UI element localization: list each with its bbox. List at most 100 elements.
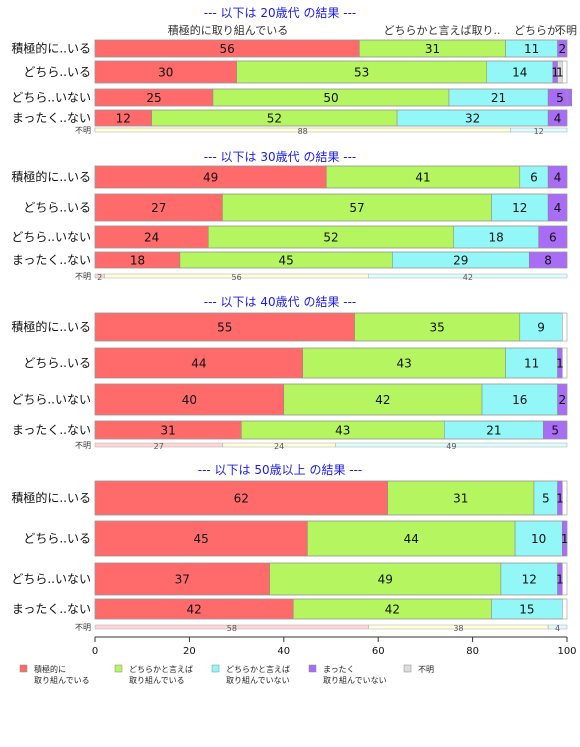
unknown-segment (547, 624, 568, 630)
bar-segment (519, 312, 563, 342)
data-label: 1 (556, 573, 564, 587)
bar-outline (94, 480, 568, 516)
category-label: どちら..いる (23, 356, 91, 370)
legend-label: 不明 (418, 665, 434, 674)
data-label: 4 (554, 201, 562, 215)
bar-outline (94, 39, 568, 58)
bar-outline (94, 383, 568, 416)
panel-title: --- 以下は 50歳以上 の結果 --- (198, 463, 363, 477)
data-label: 40 (182, 393, 197, 407)
category-label: まったく..ない (12, 602, 91, 616)
bar-outline (94, 225, 568, 249)
bar-segment (269, 562, 502, 596)
data-label: 18 (130, 254, 145, 268)
legend-label: まったく (323, 665, 355, 674)
bar-outline (94, 109, 568, 127)
legend-label: 取り組んでいない (323, 675, 387, 685)
data-label: 31 (453, 492, 468, 506)
data-label: 12 (512, 201, 527, 215)
legend-swatch (308, 664, 317, 673)
data-label: 29 (453, 254, 468, 268)
data-label: 42 (375, 393, 390, 407)
bar-segment (387, 480, 535, 516)
legend-label: どちらかと言えば (226, 664, 290, 674)
bar-segment (94, 383, 285, 416)
unknown-label: 不明 (75, 126, 91, 135)
data-label: 10 (531, 532, 546, 546)
data-label: 30 (158, 66, 173, 80)
category-label: まったく..ない (12, 423, 91, 437)
data-label: 42 (385, 603, 400, 617)
data-label: 57 (349, 201, 364, 215)
category-label: どちら..いる (23, 532, 91, 546)
unknown-value: 27 (154, 442, 164, 451)
data-label: 35 (430, 321, 445, 335)
header-label: 不明 (555, 24, 577, 37)
panel-title: --- 以下は 30歳代 の結果 --- (204, 150, 357, 164)
data-label: 45 (194, 532, 209, 546)
data-label: 43 (397, 357, 412, 371)
data-label: 4 (554, 112, 562, 126)
data-label: 52 (267, 112, 282, 126)
bar-segment (307, 520, 516, 557)
legend-label: 取り組んでいる (34, 675, 90, 685)
data-label: 44 (404, 532, 419, 546)
data-label: 21 (486, 424, 501, 438)
unknown-value: 2 (97, 273, 102, 282)
category-label: どちら..いない (11, 393, 91, 407)
data-label: 52 (323, 231, 338, 245)
bar-segment (500, 562, 558, 596)
header-label: どちらかと言えば取り.. (384, 24, 501, 37)
bar-outline (94, 420, 568, 440)
x-tick-label: 40 (277, 646, 290, 657)
legend-label: どちらかと言えば (129, 664, 193, 674)
data-label: 43 (335, 424, 350, 438)
legend-swatch (211, 664, 220, 673)
data-label: 12 (116, 112, 131, 126)
unknown-label: 不明 (75, 623, 91, 632)
data-label: 5 (551, 424, 559, 438)
category-label: どちら..いる (23, 201, 91, 215)
legend-swatch (114, 664, 123, 673)
bar-outline (94, 520, 568, 557)
data-label: 1 (556, 492, 564, 506)
bar-outline (94, 60, 568, 84)
data-label: 37 (175, 573, 190, 587)
category-label: まったく..ない (12, 111, 91, 125)
data-label: 8 (544, 254, 552, 268)
header-label: 積極的に取り組んでいる (168, 23, 288, 37)
data-label: 25 (146, 91, 161, 105)
data-label: 53 (354, 66, 369, 80)
category-label: 積極的に..いる (11, 490, 91, 505)
data-label: 14 (512, 66, 527, 80)
legend-label: 取り組んでいる (129, 675, 185, 685)
bar-outline (94, 347, 568, 379)
category-label: どちら..いない (11, 230, 91, 244)
legend-swatch (19, 664, 28, 673)
unknown-label: 不明 (75, 441, 91, 450)
data-label: 62 (234, 492, 249, 506)
unknown-value: 58 (227, 624, 237, 633)
unknown-value: 24 (274, 442, 284, 451)
data-label: 16 (512, 393, 527, 407)
category-label: どちら..いない (11, 572, 91, 586)
data-label: 1 (556, 66, 564, 80)
x-tick-label: 80 (466, 646, 479, 657)
data-label: 12 (522, 573, 537, 587)
data-label: 11 (524, 357, 539, 371)
unknown-value: 88 (298, 127, 308, 136)
data-label: 50 (323, 91, 338, 105)
bar-outline (94, 598, 568, 620)
bar-outline (94, 562, 568, 596)
data-label: 2 (558, 393, 566, 407)
data-label: 44 (191, 357, 206, 371)
category-label: どちら..いる (23, 65, 91, 79)
data-label: 31 (161, 424, 176, 438)
data-label: 24 (144, 231, 159, 245)
bar-segment (491, 193, 549, 222)
legend-swatch (403, 664, 412, 673)
panel-title: --- 以下は 20歳代 の結果 --- (204, 6, 357, 20)
x-tick-label: 0 (92, 646, 98, 657)
bar-segment (94, 347, 303, 379)
